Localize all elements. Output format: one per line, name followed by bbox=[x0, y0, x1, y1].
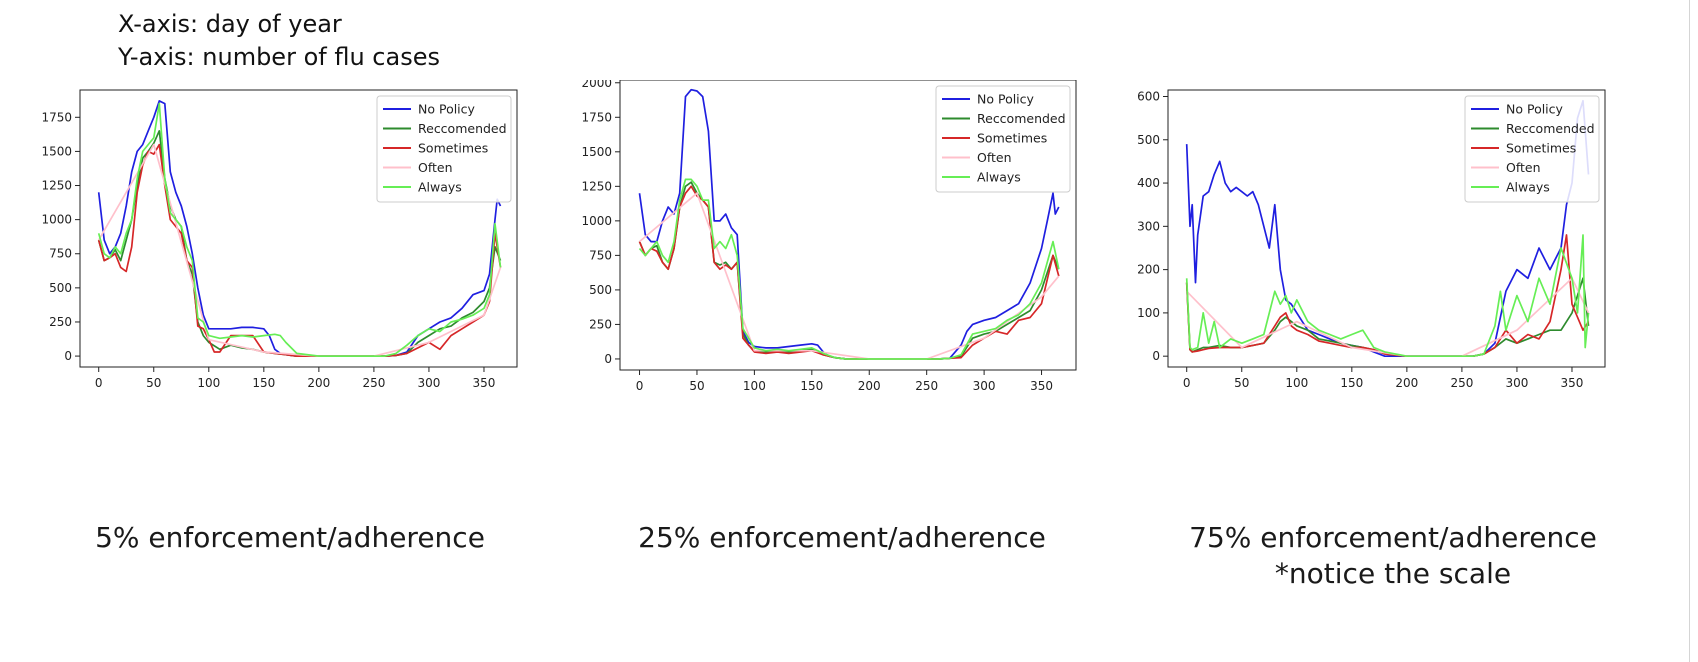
x-tick-label: 250 bbox=[362, 376, 385, 390]
y-tick-label: 1250 bbox=[41, 179, 72, 193]
x-tick-label: 0 bbox=[1183, 376, 1191, 390]
legend-label: Reccomended bbox=[1506, 121, 1595, 136]
x-tick-label: 300 bbox=[1505, 376, 1528, 390]
plot-frame bbox=[79, 89, 518, 368]
legend-label: No Policy bbox=[418, 102, 476, 117]
caption-75pct-line-1: 75% enforcement/adherence bbox=[1189, 521, 1597, 554]
x-tick-label: 150 bbox=[1340, 376, 1363, 390]
caption-5pct: 5% enforcement/adherence bbox=[40, 520, 540, 556]
caption-75pct-line-2: *notice the scale bbox=[1274, 557, 1512, 590]
y-tick-label: 0 bbox=[1152, 349, 1160, 363]
series-line-no-policy bbox=[97, 100, 502, 357]
y-tick-label: 1750 bbox=[581, 110, 612, 124]
caption-25pct: 25% enforcement/adherence bbox=[582, 520, 1102, 556]
x-tick-label: 350 bbox=[1561, 376, 1584, 390]
y-tick-label: 200 bbox=[1137, 263, 1160, 277]
x-tick-label: 150 bbox=[252, 376, 275, 390]
legend-label: Sometimes bbox=[418, 141, 488, 156]
x-tick-label: 350 bbox=[473, 376, 496, 390]
x-tick-label: 0 bbox=[95, 376, 103, 390]
y-tick-label: 1250 bbox=[581, 179, 612, 193]
series-line-sometimes bbox=[638, 185, 1060, 360]
caption-5pct-line-1: 5% enforcement/adherence bbox=[95, 521, 485, 554]
y-tick-label: 0 bbox=[604, 352, 612, 366]
legend: No Policy Reccomended Sometimes Often Always bbox=[935, 85, 1071, 193]
x-tick-label: 50 bbox=[689, 379, 704, 393]
x-tick-label: 250 bbox=[915, 379, 938, 393]
x-tick-label: 150 bbox=[800, 379, 823, 393]
y-tick-label: 600 bbox=[1137, 89, 1160, 103]
y-tick-label: 300 bbox=[1137, 219, 1160, 233]
legend-label: No Policy bbox=[1506, 102, 1564, 117]
x-tick-label: 200 bbox=[858, 379, 881, 393]
y-tick-label: 750 bbox=[589, 248, 612, 262]
series-line-no-policy bbox=[638, 88, 1060, 360]
axis-note: X-axis: day of year Y-axis: number of fl… bbox=[118, 8, 440, 74]
chart-5pct: 0 50 100 150 200 250 300 350 0 250 500 750 1000 1250 1… bbox=[41, 89, 518, 390]
x-axis-note: X-axis: day of year bbox=[118, 10, 342, 38]
y-tick-label: 1750 bbox=[41, 110, 72, 124]
x-tick-label: 200 bbox=[1395, 376, 1418, 390]
y-tick-label: 1000 bbox=[41, 213, 72, 227]
legend-label: Sometimes bbox=[1506, 141, 1576, 156]
y-tick-label: 1500 bbox=[41, 144, 72, 158]
y-tick-label: 0 bbox=[64, 349, 72, 363]
y-tick-label: 750 bbox=[49, 247, 72, 261]
x-tick-label: 200 bbox=[307, 376, 330, 390]
legend-box bbox=[935, 85, 1071, 193]
legend-label: Often bbox=[977, 150, 1012, 165]
chart-25pct: 0 50 100 150 200 250 300 350 0 250 500 750 1000 1250 1… bbox=[581, 80, 1077, 393]
slide-edge bbox=[1689, 0, 1698, 662]
y-tick-label: 100 bbox=[1137, 306, 1160, 320]
series-lines bbox=[1185, 99, 1590, 358]
legend-label: Sometimes bbox=[977, 131, 1047, 146]
legend-label: Always bbox=[1506, 180, 1550, 195]
y-tick-label: 500 bbox=[49, 281, 72, 295]
legend: No Policy Reccomended Sometimes Often Always bbox=[376, 95, 512, 203]
series-line-often bbox=[638, 192, 1060, 360]
legend: No Policy Reccomended Sometimes Often Always bbox=[1464, 95, 1600, 203]
y-axis-note: Y-axis: number of flu cases bbox=[118, 43, 440, 71]
caption-75pct: 75% enforcement/adherence *notice the sc… bbox=[1148, 520, 1638, 592]
plot-frame bbox=[1167, 89, 1606, 368]
legend-label: Often bbox=[418, 160, 453, 175]
series-line-sometimes bbox=[1185, 234, 1590, 358]
legend-box bbox=[1464, 95, 1600, 203]
x-tick-label: 50 bbox=[1234, 376, 1249, 390]
caption-25pct-line-1: 25% enforcement/adherence bbox=[638, 521, 1046, 554]
x-tick-label: 100 bbox=[197, 376, 220, 390]
legend-box bbox=[376, 95, 512, 203]
y-tick-label: 250 bbox=[589, 317, 612, 331]
x-tick-label: 50 bbox=[146, 376, 161, 390]
x-tick-label: 100 bbox=[743, 379, 766, 393]
x-tick-label: 250 bbox=[1450, 376, 1473, 390]
y-tick-label: 1500 bbox=[581, 145, 612, 159]
legend-label: No Policy bbox=[977, 92, 1035, 107]
y-tick-label: 500 bbox=[589, 283, 612, 297]
series-line-no-policy bbox=[1185, 99, 1590, 358]
x-tick-label: 300 bbox=[417, 376, 440, 390]
x-tick-label: 300 bbox=[973, 379, 996, 393]
plot-frame bbox=[619, 80, 1077, 371]
y-tick-label: 1000 bbox=[581, 214, 612, 228]
y-tick-label: 500 bbox=[1137, 133, 1160, 147]
legend-label: Reccomended bbox=[977, 111, 1066, 126]
legend-label: Often bbox=[1506, 160, 1541, 175]
y-tick-label: 400 bbox=[1137, 176, 1160, 190]
series-line-always bbox=[97, 102, 502, 357]
y-tick-label: 2000 bbox=[581, 80, 612, 90]
chart-75pct: 0 50 100 150 200 250 300 350 0 100 200 300 400 500 600… bbox=[1137, 89, 1606, 390]
x-tick-label: 100 bbox=[1285, 376, 1308, 390]
series-lines bbox=[638, 88, 1060, 360]
x-tick-label: 350 bbox=[1030, 379, 1053, 393]
series-line-always bbox=[638, 178, 1060, 360]
x-tick-label: 0 bbox=[636, 379, 644, 393]
series-line-always bbox=[1185, 234, 1590, 358]
legend-label: Always bbox=[418, 180, 462, 195]
y-tick-label: 250 bbox=[49, 315, 72, 329]
legend-label: Reccomended bbox=[418, 121, 507, 136]
series-lines bbox=[97, 100, 502, 357]
legend-label: Always bbox=[977, 170, 1021, 185]
